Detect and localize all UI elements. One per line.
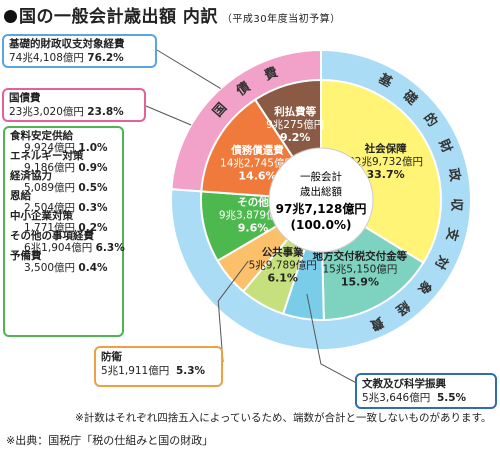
debt-service-name: 国債費 bbox=[9, 92, 41, 104]
defense-name: 防衛 bbox=[101, 351, 122, 363]
other-item-value: 9,924億円 1.0% bbox=[24, 142, 108, 154]
other-breakdown-box: 食料安定供給 9,924億円 1.0% エネルギー対策 9,186億円 0.9% 経済協… bbox=[3, 126, 125, 337]
bullet-icon bbox=[4, 10, 17, 23]
leader-debt bbox=[145, 105, 192, 126]
base-ring-label-char-5: 収 bbox=[448, 198, 463, 213]
other-item-name: エネルギー対策 bbox=[10, 150, 84, 162]
footnote: ※計数はそれぞれ四捨五入によっているため、端数が合計と一致しないものがあります。 bbox=[75, 412, 492, 424]
other-item-name: 経済協力 bbox=[10, 170, 52, 182]
slice-pct-5: 9.6% bbox=[238, 221, 269, 234]
slice-pct-7: 9.2% bbox=[280, 131, 311, 144]
source-note: ※出典：国税庁「税の仕組みと国の財政」 bbox=[6, 434, 214, 447]
center-label-2: 歳出総額 bbox=[300, 185, 342, 198]
subtitle-text: （平成30年度当初予算） bbox=[221, 14, 341, 25]
other-item-1: エネルギー対策 9,186億円 0.9% bbox=[10, 150, 117, 174]
other-item-value: 6兆1,904億円 6.3% bbox=[24, 242, 125, 254]
leader-base bbox=[156, 49, 221, 89]
slice-name-1: 地方交付税交付金等 bbox=[313, 250, 408, 263]
other-item-value: 5,089億円 0.5% bbox=[24, 182, 108, 194]
slice-value-1: 15兆5,150億円 bbox=[322, 263, 397, 276]
center-total-pct: (100.0%) bbox=[291, 218, 352, 232]
other-item-value: 2,504億円 0.3% bbox=[24, 202, 108, 214]
slice-name-7: 利払費等 bbox=[274, 105, 316, 118]
slice-pct-6: 14.6% bbox=[238, 170, 276, 183]
slice-name-3: 公共事業 bbox=[262, 245, 304, 258]
center-circle bbox=[268, 147, 374, 253]
other-item-0: 食料安定供給 9,924億円 1.0% bbox=[10, 130, 117, 154]
slice-value-7: 9兆275億円 bbox=[266, 118, 324, 131]
education-box: 文教及び科学振興 5兆3,646億円 5.5% bbox=[355, 373, 497, 409]
slice-value-3: 5兆9,789億円 bbox=[249, 258, 317, 271]
other-item-name: 恩給 bbox=[10, 190, 31, 202]
slice-name-6: 債務償還費 bbox=[230, 144, 284, 157]
other-item-3: 恩給 2,504億円 0.3% bbox=[10, 190, 117, 214]
title-text: 国の一般会計歳出額 内訳 bbox=[19, 7, 218, 27]
base-ring-label-char-10: 費 bbox=[368, 313, 386, 333]
debt-service-value: 23兆3,020億円 23.8% bbox=[9, 106, 124, 118]
slice-name-0: 社会保障 bbox=[364, 142, 407, 155]
debt-service-box: 国債費 23兆3,020億円 23.8% bbox=[2, 88, 146, 122]
base-ring-label-char-4: 政 bbox=[445, 167, 463, 184]
page-title: 国の一般会計歳出額 内訳 （平成30年度当初予算） bbox=[4, 2, 341, 27]
defense-box: 防衛 5兆1,911億円 5.3% bbox=[94, 346, 223, 387]
slice-name-5: その他 bbox=[237, 195, 269, 208]
base-ring-label-char-7: 対 bbox=[431, 252, 452, 272]
slice-value-6: 14兆2,745億円 bbox=[220, 157, 295, 170]
slice-value-0: 32兆9,732億円 bbox=[348, 155, 423, 168]
other-item-6: 予備費 3,500億円 0.4% bbox=[10, 250, 117, 274]
center-total: 97兆7,128億円 bbox=[276, 201, 367, 216]
education-name: 文教及び科学振興 bbox=[362, 378, 446, 390]
other-item-name: 予備費 bbox=[10, 250, 42, 262]
leader-defense bbox=[217, 260, 249, 363]
base-expense-value: 74兆4,108億円 76.2% bbox=[9, 52, 124, 64]
other-item-name: 食料安定供給 bbox=[10, 130, 73, 142]
other-item-name: その他の事項経費 bbox=[10, 230, 94, 242]
slice-pct-0: 33.7% bbox=[367, 168, 405, 181]
other-item-2: 経済協力 5,089億円 0.5% bbox=[10, 170, 117, 194]
education-value: 5兆3,646億円 5.5% bbox=[362, 392, 467, 404]
center-hub: 一般会計 歳出総額 97兆7,128億円 (100.0%) bbox=[268, 147, 374, 253]
base-ring-label-char-6: 支 bbox=[442, 225, 461, 244]
center-label-1: 一般会計 bbox=[300, 170, 342, 183]
slice-pct-1: 15.9% bbox=[341, 276, 379, 289]
slice-pct-3: 6.1% bbox=[267, 271, 298, 284]
other-item-value: 3,500億円 0.4% bbox=[24, 262, 108, 274]
other-item-4: 中小企業対策 1,771億円 0.2% bbox=[10, 210, 117, 234]
defense-value: 5兆1,911億円 5.3% bbox=[101, 365, 206, 377]
base-ring-label-char-3: 財 bbox=[435, 136, 455, 155]
debt-ring-label-char-2: 費 bbox=[262, 64, 280, 84]
leader-lines bbox=[145, 49, 363, 387]
other-item-value: 1,771億円 0.2% bbox=[24, 222, 108, 234]
base-expense-name: 基礎的財政収支対象経費 bbox=[9, 38, 125, 50]
other-item-name: 中小企業対策 bbox=[10, 210, 73, 222]
other-item-5: その他の事項経費 6兆1,904億円 6.3% bbox=[10, 230, 125, 254]
leader-education bbox=[306, 293, 363, 387]
other-item-value: 9,186億円 0.9% bbox=[24, 162, 108, 174]
base-expense-box: 基礎的財政収支対象経費 74兆4,108億円 76.2% bbox=[2, 34, 157, 68]
